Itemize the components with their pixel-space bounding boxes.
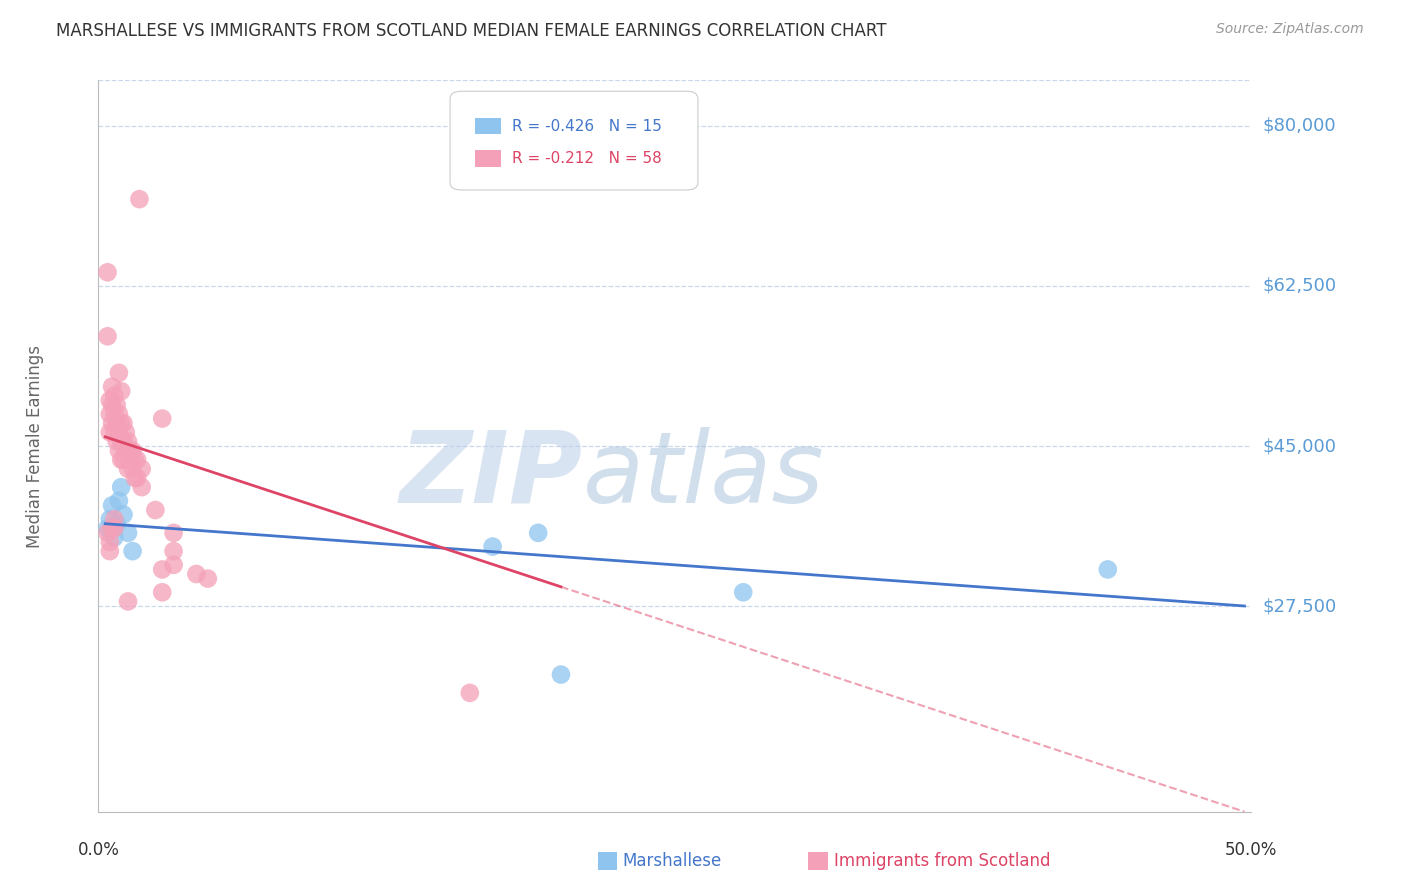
Text: $27,500: $27,500 [1263, 597, 1337, 615]
Point [458, 686, 481, 700]
Point [114, 425, 136, 440]
Point [103, 521, 125, 535]
Point [110, 480, 132, 494]
Point [112, 452, 135, 467]
Point [110, 416, 132, 430]
Point [112, 508, 135, 522]
Point [120, 452, 142, 467]
Text: $80,000: $80,000 [1263, 117, 1336, 135]
Point [110, 452, 132, 467]
Point [117, 462, 139, 476]
Point [121, 443, 143, 458]
Point [98, 425, 121, 440]
Text: R = -0.426   N = 15: R = -0.426 N = 15 [512, 119, 662, 134]
Point [105, 516, 128, 531]
Point [103, 512, 125, 526]
Point [186, 567, 208, 582]
Point [117, 594, 139, 608]
Point [117, 443, 139, 458]
Text: 50.0%: 50.0% [1225, 841, 1278, 859]
Point [105, 434, 128, 449]
Point [110, 384, 132, 398]
Point [112, 416, 135, 430]
Point [1097, 562, 1119, 576]
FancyBboxPatch shape [450, 91, 697, 190]
Point [733, 585, 755, 599]
Point [103, 530, 125, 544]
Point [96, 265, 118, 279]
Point [131, 480, 153, 494]
Point [105, 398, 128, 412]
Point [108, 366, 131, 380]
Point [127, 471, 149, 485]
Point [162, 525, 184, 540]
Text: $45,000: $45,000 [1263, 437, 1337, 455]
Point [98, 512, 121, 526]
Point [110, 434, 132, 449]
Text: $62,500: $62,500 [1263, 277, 1337, 295]
Point [150, 585, 173, 599]
Point [108, 407, 131, 421]
Point [101, 398, 124, 412]
Point [124, 471, 146, 485]
Point [131, 462, 153, 476]
Point [197, 572, 219, 586]
Text: Source: ZipAtlas.com: Source: ZipAtlas.com [1216, 22, 1364, 37]
Point [108, 494, 131, 508]
Point [112, 434, 135, 449]
Point [101, 521, 124, 535]
Point [150, 562, 173, 576]
Point [550, 667, 572, 681]
Point [120, 443, 142, 458]
Text: Immigrants from Scotland: Immigrants from Scotland [834, 852, 1050, 870]
Text: atlas: atlas [582, 426, 824, 524]
Point [481, 540, 503, 554]
Point [98, 535, 121, 549]
Point [117, 525, 139, 540]
Point [117, 434, 139, 449]
Text: ZIP: ZIP [399, 426, 582, 524]
Point [101, 379, 124, 393]
Point [150, 411, 173, 425]
Point [101, 416, 124, 430]
Text: Median Female Earnings: Median Female Earnings [25, 344, 44, 548]
Point [527, 525, 550, 540]
Point [96, 329, 118, 343]
FancyBboxPatch shape [475, 119, 501, 135]
Point [162, 544, 184, 558]
Point [108, 425, 131, 440]
Point [145, 503, 167, 517]
Text: MARSHALLESE VS IMMIGRANTS FROM SCOTLAND MEDIAN FEMALE EARNINGS CORRELATION CHART: MARSHALLESE VS IMMIGRANTS FROM SCOTLAND … [56, 22, 887, 40]
Point [121, 544, 143, 558]
Point [124, 452, 146, 467]
Text: 0.0%: 0.0% [77, 841, 120, 859]
Point [96, 525, 118, 540]
Point [96, 521, 118, 535]
Text: Marshallese: Marshallese [623, 852, 723, 870]
Point [98, 544, 121, 558]
Point [98, 407, 121, 421]
Point [127, 452, 149, 467]
Point [121, 462, 143, 476]
Point [162, 558, 184, 572]
Point [114, 443, 136, 458]
Point [108, 443, 131, 458]
Text: R = -0.212   N = 58: R = -0.212 N = 58 [512, 151, 662, 166]
Point [103, 407, 125, 421]
Point [98, 393, 121, 408]
Point [101, 499, 124, 513]
Point [105, 416, 128, 430]
Point [103, 425, 125, 440]
Point [128, 192, 150, 206]
FancyBboxPatch shape [475, 151, 501, 167]
Point [103, 389, 125, 403]
